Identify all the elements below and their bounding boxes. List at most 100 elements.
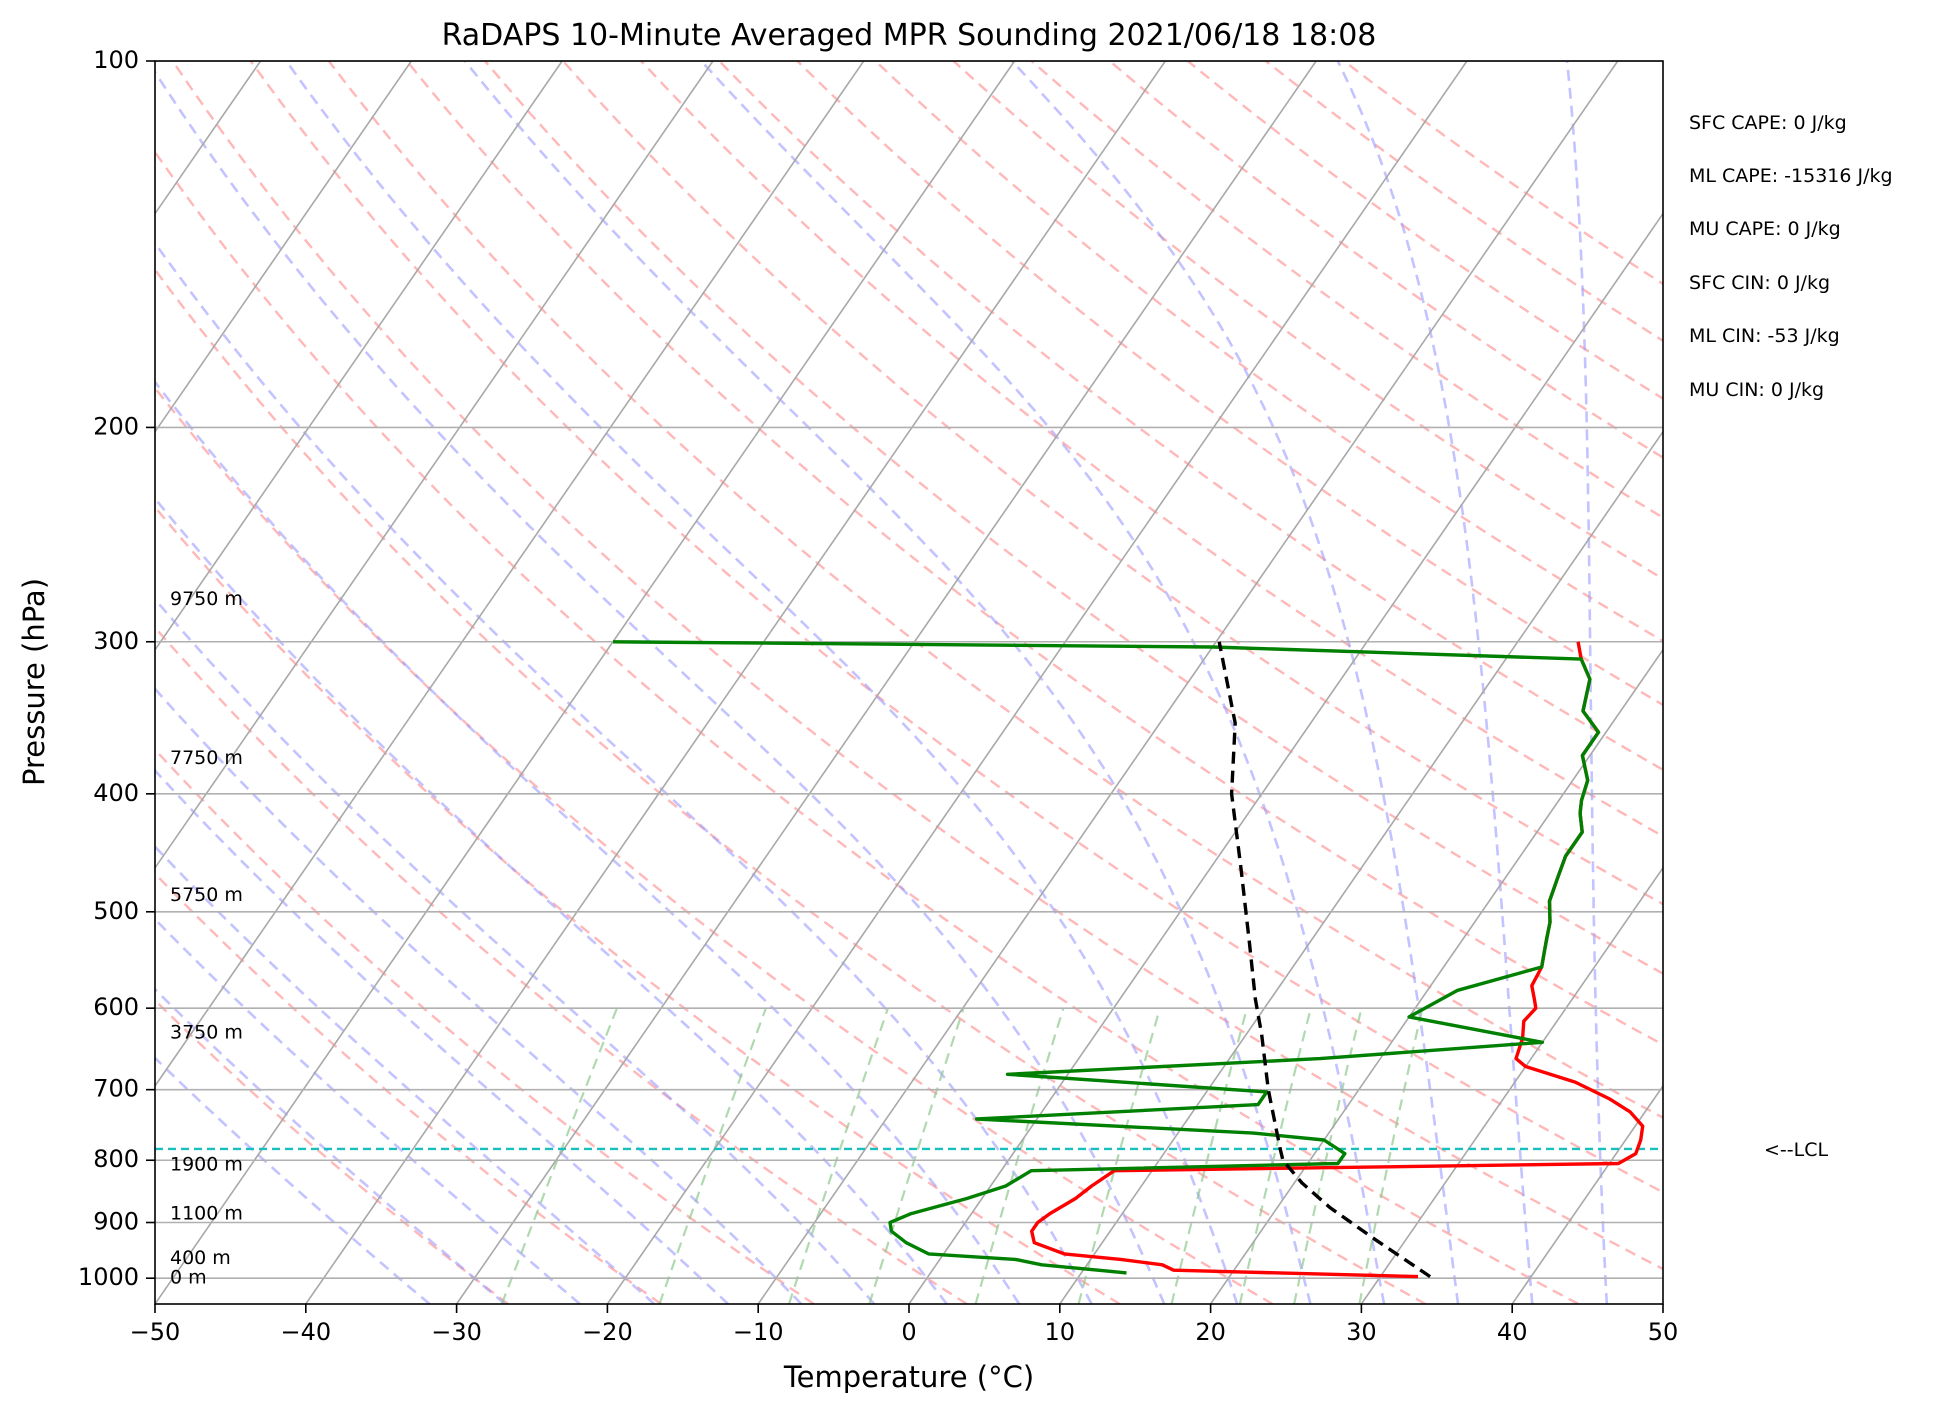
profile-series (612, 640, 1645, 1279)
height-label: 3750 m (170, 1022, 243, 1044)
isotherm (908, 212, 1663, 1304)
y-tick-label: 1000 (78, 1263, 139, 1291)
moist-adiabat (155, 597, 876, 1304)
dry-adiabat (640, 61, 1663, 838)
isotherm (757, 61, 1619, 1304)
dewpoint-profile (612, 640, 1601, 1275)
height-label: 5750 m (170, 884, 243, 906)
moist-adiabat (463, 61, 1312, 1304)
x-axis-ticks: −50 −40 −30 −20 −10 0 10 20 30 40 50 (130, 1304, 1679, 1346)
dry-adiabat (155, 386, 1274, 1304)
moist-adiabat (155, 844, 656, 1304)
moist-adiabat (155, 69, 1166, 1304)
mixing-ratio-line (1293, 1007, 1363, 1304)
x-tick-label: −20 (582, 1318, 633, 1346)
x-tick-label: 10 (1045, 1318, 1076, 1346)
isotherm (155, 61, 563, 652)
mixing-ratio-line (658, 1007, 767, 1304)
indices-panel: SFC CAPE: 0 J/kg ML CAPE: -15316 J/kg MU… (1689, 112, 1893, 401)
isotherm (455, 61, 1317, 1304)
x-tick-label: 20 (1195, 1318, 1226, 1346)
index-sfc-cin: SFC CIN: 0 J/kg (1689, 272, 1830, 294)
y-tick-label: 600 (93, 993, 139, 1021)
chart-title: RaDAPS 10-Minute Averaged MPR Sounding 2… (442, 18, 1377, 53)
dry-adiabat (249, 61, 1663, 1194)
y-tick-label: 200 (93, 412, 139, 440)
y-tick-label: 900 (93, 1208, 139, 1236)
index-mu-cin: MU CIN: 0 J/kg (1689, 379, 1824, 401)
y-axis-ticks: 1000 900 800 700 600 500 400 300 200 100 (78, 46, 155, 1291)
x-tick-label: −30 (431, 1318, 482, 1346)
x-tick-label: 30 (1346, 1318, 1377, 1346)
dry-adiabat (405, 61, 1663, 1047)
x-tick-label: 50 (1648, 1318, 1679, 1346)
moist-adiabat (155, 768, 729, 1304)
height-label: 7750 m (170, 747, 243, 769)
mixing-ratio-line (868, 1007, 965, 1304)
moist-adiabat (155, 1056, 431, 1304)
mixing-ratio-line (1238, 1007, 1312, 1304)
isotherm (155, 61, 413, 434)
dry-adiabat (484, 61, 1663, 975)
index-ml-cin: ML CIN: -53 J/kg (1689, 325, 1840, 347)
isotherm (1059, 430, 1663, 1304)
height-label: 9750 m (170, 588, 243, 610)
dry-adiabat (327, 61, 1663, 1119)
y-tick-label: 700 (93, 1075, 139, 1103)
x-tick-label: −10 (733, 1318, 784, 1346)
height-label: 400 m (170, 1247, 231, 1269)
isotherm (155, 61, 865, 1088)
moist-adiabat (700, 61, 1386, 1304)
height-labels: 9750 m 7750 m 5750 m 3750 m 1900 m 1100 m 400 … (170, 588, 243, 1289)
height-label: 1900 m (170, 1153, 243, 1175)
moist-adiabat (1336, 61, 1534, 1304)
y-tick-label: 800 (93, 1145, 139, 1173)
index-sfc-cape: SFC CAPE: 0 J/kg (1689, 112, 1847, 134)
dry-adiabat (796, 61, 1663, 707)
index-mu-cape: MU CAPE: 0 J/kg (1689, 218, 1841, 240)
height-label: 1100 m (170, 1203, 243, 1225)
y-tick-label: 400 (93, 779, 139, 807)
isotherm (1360, 866, 1663, 1304)
mixing-ratio-line (1170, 1007, 1249, 1304)
isotherm (155, 61, 714, 870)
mixing-ratio-line (1077, 1007, 1162, 1304)
moist-adiabat (155, 686, 803, 1304)
parcel-profile (1217, 641, 1432, 1279)
lcl-label: <--LCL (1764, 1139, 1828, 1161)
dry-adiabat (171, 61, 1663, 1271)
y-axis-label: Pressure (hPa) (17, 578, 51, 786)
x-tick-label: 0 (901, 1318, 916, 1346)
isotherm (1511, 1084, 1663, 1304)
isotherm (305, 61, 1167, 1304)
x-tick-label: 40 (1497, 1318, 1528, 1346)
isotherm (155, 61, 1016, 1304)
moist-adiabat (155, 379, 1021, 1304)
dry-adiabat (155, 505, 1121, 1304)
moist-adiabat (155, 987, 506, 1304)
mixing-ratio-line (974, 1007, 1065, 1304)
x-tick-label: −40 (280, 1318, 331, 1346)
y-tick-label: 500 (93, 897, 139, 925)
index-ml-cape: ML CAPE: -15316 J/kg (1689, 165, 1893, 187)
moist-adiabat (1565, 61, 1609, 1304)
dry-adiabat (952, 61, 1663, 581)
dry-adiabat (155, 267, 1427, 1304)
dry-adiabat (155, 871, 662, 1304)
y-tick-label: 300 (93, 627, 139, 655)
dry-adiabat (155, 149, 1580, 1304)
moist-adiabat (155, 496, 948, 1304)
moist-adiabat (155, 917, 581, 1304)
x-tick-label: −50 (130, 1318, 181, 1346)
y-tick-label: 100 (93, 46, 139, 74)
isotherm (1209, 648, 1663, 1304)
mixing-ratio-line (500, 1007, 619, 1304)
isotherm (606, 61, 1468, 1304)
mixing-ratio-line (787, 1007, 890, 1304)
mixing-ratio-line (1358, 1007, 1424, 1304)
moist-adiabat (285, 61, 1239, 1304)
x-axis-label: Temperature (°C) (783, 1360, 1034, 1394)
height-label: 0 m (170, 1267, 207, 1289)
